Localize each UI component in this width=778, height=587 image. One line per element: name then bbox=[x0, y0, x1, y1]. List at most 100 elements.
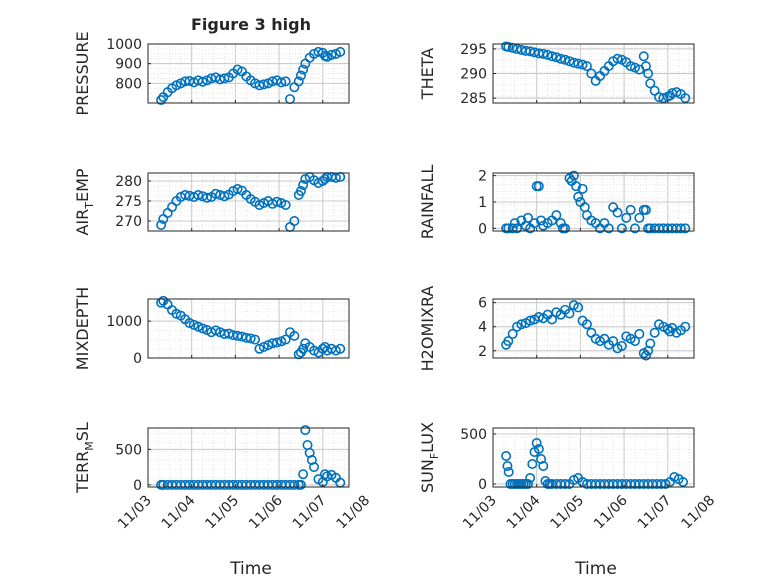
data-point bbox=[573, 302, 584, 313]
data-point bbox=[289, 330, 300, 341]
data-point bbox=[542, 49, 553, 60]
y-tick-label: 800 bbox=[115, 76, 142, 92]
data-points-terr_msl bbox=[156, 425, 346, 490]
data-point bbox=[680, 93, 691, 104]
data-point bbox=[298, 180, 309, 191]
y-tick-label: 4 bbox=[478, 320, 487, 336]
data-point bbox=[616, 223, 627, 234]
data-point bbox=[335, 46, 346, 57]
data-point bbox=[276, 77, 287, 88]
subplot-pressure: 800 900 1000 PRESSURE bbox=[73, 31, 350, 116]
subplot-rainfall: 0 1 2 RAINFALL bbox=[418, 165, 695, 240]
data-point bbox=[295, 186, 306, 197]
data-point bbox=[560, 223, 571, 234]
x-tick-label: 11/06 bbox=[246, 492, 286, 532]
data-point bbox=[531, 437, 542, 448]
axes-box bbox=[147, 43, 350, 104]
y-tick-label: 0 bbox=[478, 221, 487, 237]
data-point bbox=[546, 51, 557, 62]
data-point bbox=[326, 49, 337, 60]
data-point bbox=[335, 343, 346, 354]
data-point bbox=[680, 321, 691, 332]
data-point bbox=[295, 479, 306, 490]
data-point bbox=[581, 319, 592, 330]
data-point bbox=[634, 212, 645, 223]
data-point bbox=[503, 466, 514, 477]
data-point bbox=[156, 297, 167, 308]
subplot-theta: 285 290 295 THETA bbox=[418, 41, 695, 107]
y-tick-label: 275 bbox=[115, 194, 142, 210]
data-point bbox=[586, 68, 597, 79]
subplot-sun_flux: 0 500 11/03 11/04 11/05 11/06 11/07 11/08 SUNFLU… bbox=[418, 422, 718, 532]
data-point bbox=[309, 462, 320, 473]
data-point bbox=[538, 48, 549, 59]
data-point bbox=[640, 350, 651, 361]
x-tick-label: 11/07 bbox=[290, 493, 330, 533]
data-point bbox=[625, 61, 636, 72]
data-points-h2omixra bbox=[501, 300, 691, 361]
data-point bbox=[649, 327, 660, 338]
data-point bbox=[167, 202, 178, 213]
data-point bbox=[330, 172, 341, 183]
subplot-air_temp: 270 275 280 AIRTEMP bbox=[73, 168, 350, 236]
y-axis-label: PRESSURE bbox=[73, 31, 92, 115]
data-point bbox=[555, 53, 566, 64]
y-tick-label: 6 bbox=[478, 296, 487, 312]
y-axis-label: SUNFLUX bbox=[418, 422, 441, 493]
data-point bbox=[573, 191, 584, 202]
data-point bbox=[527, 458, 538, 469]
data-point bbox=[501, 450, 512, 461]
data-point bbox=[298, 469, 309, 480]
data-point bbox=[577, 183, 588, 194]
data-point bbox=[533, 443, 544, 454]
y-axis-label: TERRMSL bbox=[73, 422, 96, 494]
figure-title: Figure 3 high bbox=[191, 15, 311, 34]
data-point bbox=[603, 223, 614, 234]
y-tick-label: 1000 bbox=[106, 314, 142, 330]
data-points-theta bbox=[501, 41, 691, 104]
data-points-pressure bbox=[156, 46, 346, 106]
data-point bbox=[533, 312, 544, 323]
data-point bbox=[210, 188, 221, 199]
data-point bbox=[295, 70, 306, 81]
y-tick-label: 2 bbox=[478, 169, 487, 185]
data-point bbox=[300, 425, 311, 436]
data-point bbox=[678, 476, 689, 487]
data-point bbox=[319, 174, 330, 185]
x-tick-label: 11/08 bbox=[678, 493, 718, 533]
data-point bbox=[568, 170, 579, 181]
data-point bbox=[625, 204, 636, 215]
axes-box bbox=[147, 427, 350, 488]
y-axis-label: THETA bbox=[418, 48, 437, 100]
data-point bbox=[156, 95, 167, 106]
data-point bbox=[280, 334, 291, 345]
y-tick-label: 900 bbox=[115, 57, 142, 73]
axes-box bbox=[492, 298, 695, 359]
data-point bbox=[658, 93, 669, 104]
data-point bbox=[608, 336, 619, 347]
data-point bbox=[258, 79, 269, 90]
data-point bbox=[289, 479, 300, 490]
x-tick-label: 11/06 bbox=[591, 492, 631, 532]
y-tick-label: 290 bbox=[460, 67, 487, 83]
data-point bbox=[560, 478, 571, 489]
y-axis-label: RAINFALL bbox=[418, 165, 437, 240]
data-point bbox=[507, 328, 518, 339]
y-tick-label: 270 bbox=[115, 214, 142, 230]
data-point bbox=[503, 336, 514, 347]
y-tick-label: 0 bbox=[133, 351, 142, 367]
data-point bbox=[529, 218, 540, 229]
data-point bbox=[573, 58, 584, 69]
data-points-mixdepth bbox=[156, 295, 346, 360]
data-point bbox=[298, 64, 309, 75]
y-tick-label: 500 bbox=[460, 427, 487, 443]
data-point bbox=[536, 453, 547, 464]
y-tick-label: 280 bbox=[115, 174, 142, 190]
x-tick-label: 11/03 bbox=[460, 493, 500, 533]
data-point bbox=[630, 223, 641, 234]
data-point bbox=[571, 181, 582, 192]
x-tick-label: 11/03 bbox=[115, 493, 155, 533]
data-point bbox=[271, 196, 282, 207]
